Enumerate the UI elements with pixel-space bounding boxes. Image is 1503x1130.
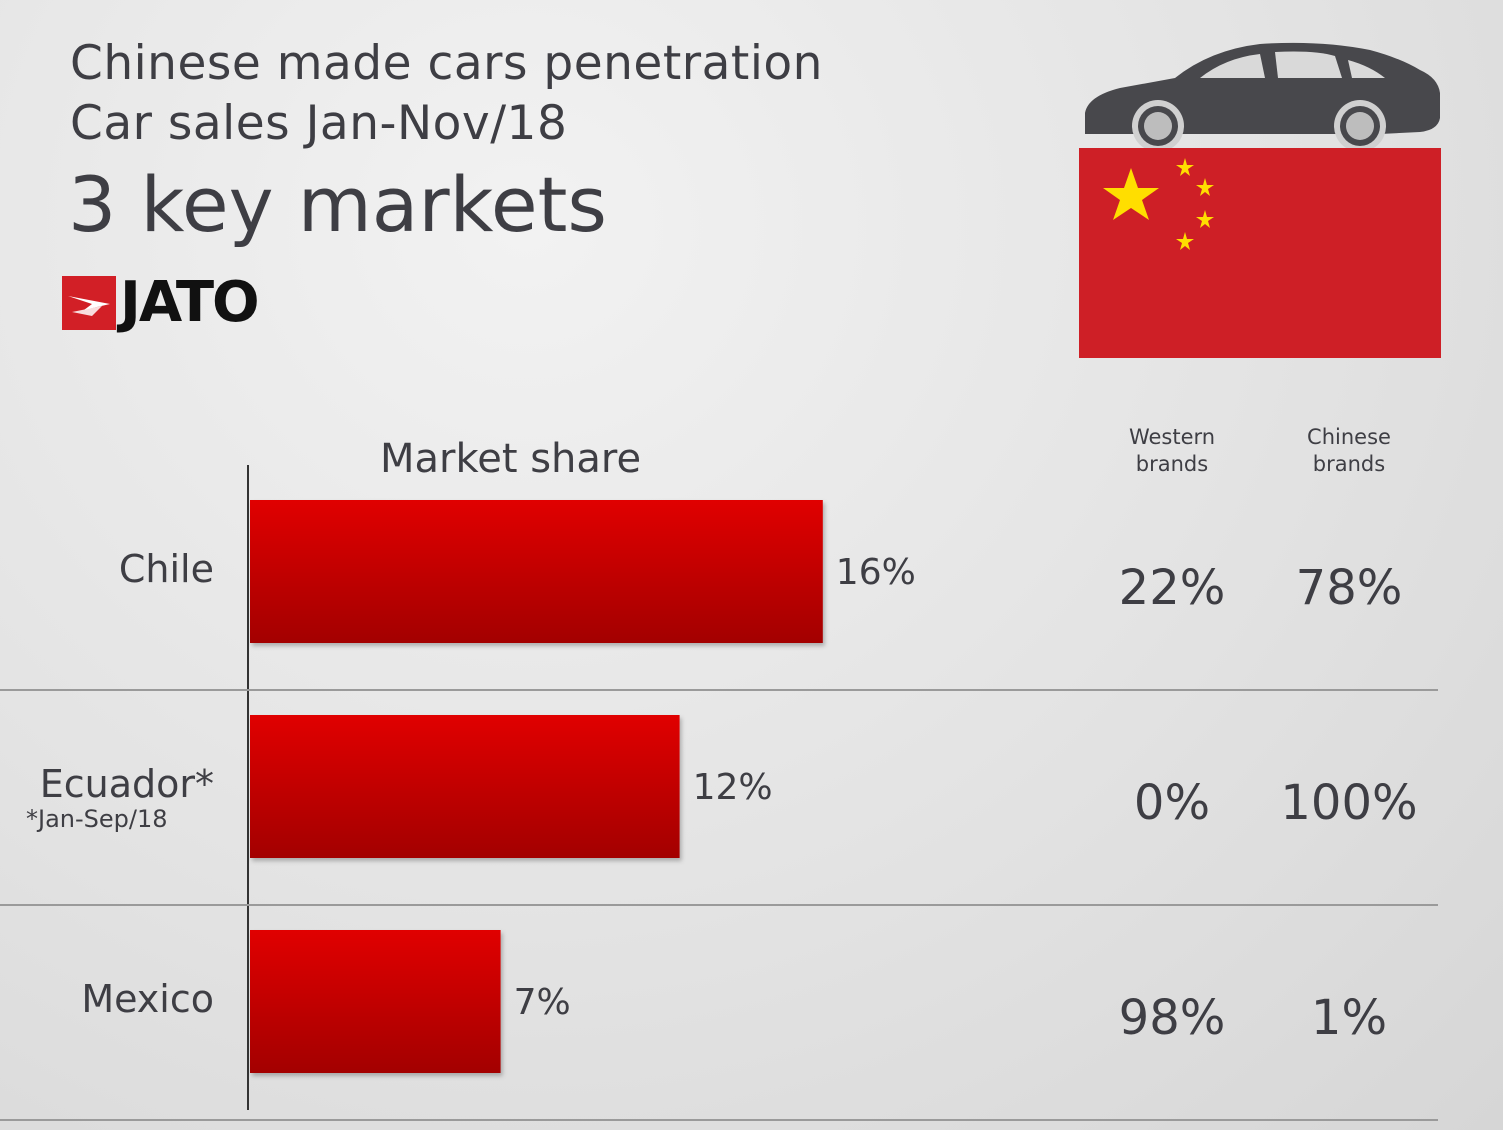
bar-0: [250, 500, 823, 643]
flag-stars: [1103, 158, 1214, 250]
flag-small-star-3: [1196, 210, 1214, 228]
chinese-brands-header-line-1: Chinese: [1307, 425, 1391, 449]
jato-logo-text: JATO: [120, 270, 260, 335]
bar-value-label-0: 16%: [836, 552, 916, 593]
category-label-2: Mexico: [81, 977, 214, 1021]
category-note-1: *Jan-Sep/18: [26, 805, 168, 833]
jato-logo-icon: [62, 276, 116, 330]
title-line-3: 3 key markets: [68, 160, 608, 249]
western-brands-value-1: 0%: [1134, 775, 1210, 831]
western-brands-value-2: 98%: [1119, 990, 1226, 1046]
chinese-brands-header-line-2: brands: [1312, 452, 1386, 476]
western-brands-header: Western brands: [1102, 424, 1242, 478]
category-label-0: Chile: [119, 547, 214, 591]
western-brands-header-line-2: brands: [1135, 452, 1209, 476]
china-flag-icon: [1079, 148, 1441, 358]
western-brands-header-line-1: Western: [1128, 425, 1216, 449]
category-label-1: Ecuador*: [40, 762, 214, 806]
title-line-2: Car sales Jan-Nov/18: [70, 96, 568, 151]
flag-small-star-4: [1176, 232, 1194, 250]
title-line-1: Chinese made cars penetration: [70, 36, 823, 91]
bar-2: [250, 930, 501, 1073]
jato-logo: JATO: [62, 270, 302, 335]
flag-big-star: [1103, 168, 1159, 220]
bar-value-label-1: 12%: [693, 767, 773, 808]
western-brands-value-0: 22%: [1119, 560, 1226, 616]
chart-title: Market share: [380, 436, 642, 482]
bar-value-label-2: 7%: [514, 982, 571, 1023]
chinese-brands-value-0: 78%: [1296, 560, 1403, 616]
chinese-brands-value-1: 100%: [1280, 775, 1417, 831]
chinese-brands-value-2: 1%: [1311, 990, 1387, 1046]
car-icon: [1085, 42, 1440, 152]
flag-small-star-2: [1196, 178, 1214, 196]
chinese-brands-header: Chinese brands: [1279, 424, 1419, 478]
flag-small-star-1: [1176, 158, 1194, 176]
bar-1: [250, 715, 680, 858]
